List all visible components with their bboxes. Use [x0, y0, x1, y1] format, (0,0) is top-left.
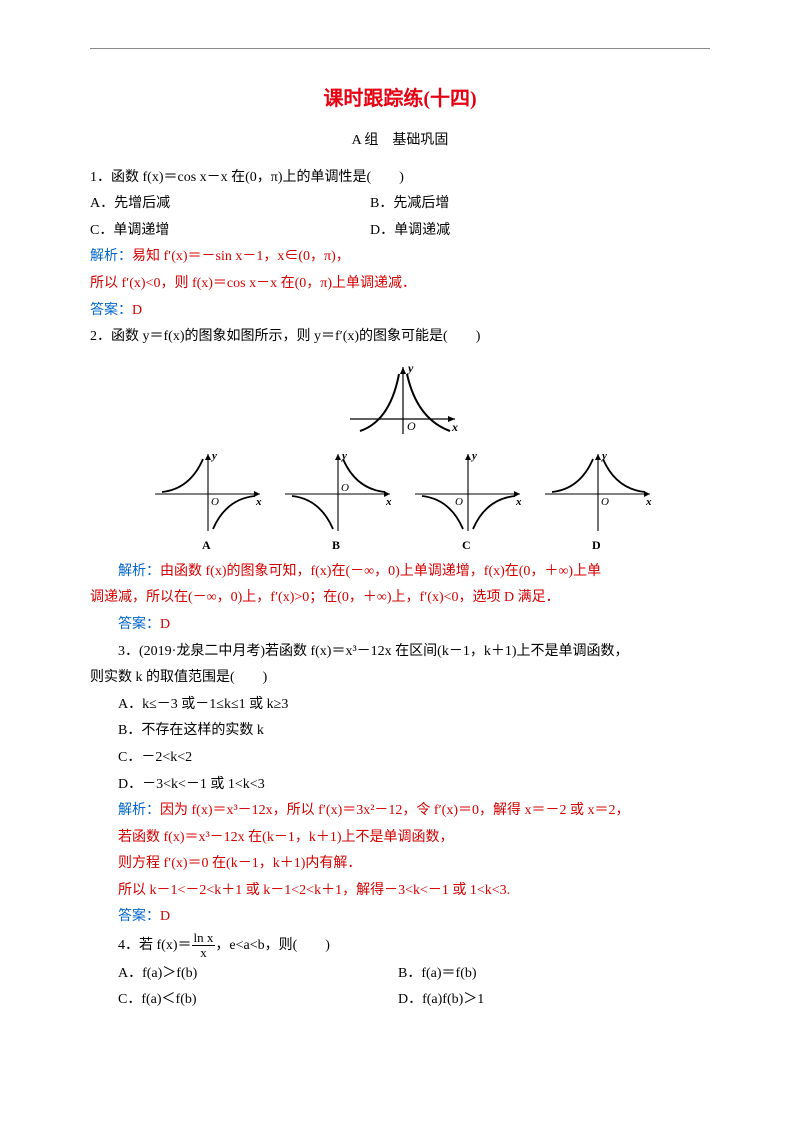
- q2-main-graph: O x y: [90, 359, 710, 441]
- q4-fraction: ln xx: [192, 931, 216, 961]
- q4-row-cd: C．f(a)＜f(b) D．f(a)f(b)＞1: [90, 987, 710, 1014]
- q2-choice-graphs: O x y A O x y B O x y: [90, 449, 710, 554]
- q4-stem-pre: 4．若 f(x)＝: [118, 938, 192, 953]
- svg-text:y: y: [210, 450, 217, 462]
- svg-text:O: O: [601, 496, 609, 508]
- q3-answer: 答案：D: [90, 904, 710, 931]
- q1-row-cd: C．单调递增 D．单调递减: [90, 218, 710, 245]
- frac-den: x: [192, 946, 216, 960]
- analysis-label: 解析：: [90, 249, 132, 264]
- graph-main: O x y: [335, 359, 465, 441]
- svg-text:y: y: [406, 361, 414, 375]
- q3-ana-text-1: 因为 f(x)＝x³－12x，所以 f′(x)＝3x²－12，令 f′(x)＝0…: [160, 803, 629, 818]
- q1-ana-text-1: 易知 f′(x)＝－sin x－1，x∈(0，π)，: [132, 249, 350, 264]
- svg-text:y: y: [470, 450, 477, 462]
- analysis-label: 解析：: [118, 803, 160, 818]
- q3-choice-d: D．－3<k<－1 或 1<k<3: [90, 772, 710, 799]
- svg-text:O: O: [341, 482, 349, 494]
- svg-text:A: A: [202, 538, 211, 552]
- q2-stem: 2．函数 y＝f(x)的图象如图所示，则 y＝f′(x)的图象可能是( ): [90, 324, 710, 351]
- q2-ana-text-2: 调递减，所以在(－∞，0)上，f′(x)>0；在(0，＋∞)上，f′(x)<0，…: [90, 585, 710, 612]
- svg-text:O: O: [455, 496, 463, 508]
- q4-row-ab: A．f(a)＞f(b) B．f(a)＝f(b): [90, 961, 710, 988]
- q1-stem: 1．函数 f(x)＝cos x－x 在(0，π)上的单调性是( ): [90, 165, 710, 192]
- answer-label: 答案：: [90, 303, 132, 318]
- q4-stem: 4．若 f(x)＝ln xx，e<a<b，则( ): [90, 931, 710, 961]
- q3-choice-c: C．－2<k<2: [90, 745, 710, 772]
- q3-stem-1: 3．(2019·龙泉二中月考)若函数 f(x)＝x³－12x 在区间(k－1，k…: [90, 639, 710, 666]
- section-subtitle: A 组 基础巩固: [90, 128, 710, 155]
- analysis-label: 解析：: [118, 564, 160, 579]
- q3-choice-b: B．不存在这样的实数 k: [90, 718, 710, 745]
- q2-answer-value: D: [160, 617, 170, 632]
- q1-analysis-1: 解析：易知 f′(x)＝－sin x－1，x∈(0，π)，: [90, 244, 710, 271]
- svg-text:x: x: [451, 420, 458, 434]
- q4-choice-d: D．f(a)f(b)＞1: [398, 987, 484, 1014]
- q2-analysis-1: 解析：由函数 f(x)的图象可知，f(x)在(－∞，0)上单调递增，f(x)在(…: [90, 559, 710, 586]
- q1-choice-b: B．先减后增: [370, 191, 449, 218]
- q4-choice-c: C．f(a)＜f(b): [118, 987, 398, 1014]
- q1-choice-d: D．单调递减: [370, 218, 450, 245]
- q1-answer: 答案：D: [90, 298, 710, 325]
- q3-choice-a: A．k≤－3 或－1≤k≤1 或 k≥3: [90, 692, 710, 719]
- q3-ana-text-4: 所以 k－1<－2<k＋1 或 k－1<2<k＋1，解得－3<k<－1 或 1<…: [90, 878, 710, 905]
- svg-text:D: D: [592, 538, 601, 552]
- svg-text:x: x: [385, 496, 392, 508]
- q3-stem-2: 则实数 k 的取值范围是( ): [90, 665, 710, 692]
- q3-ana-text-2: 若函数 f(x)＝x³－12x 在(k－1，k＋1)上不是单调函数，: [90, 825, 710, 852]
- svg-text:O: O: [407, 419, 416, 433]
- svg-text:B: B: [332, 538, 340, 552]
- q3-answer-value: D: [160, 909, 170, 924]
- q1-choice-c: C．单调递增: [90, 218, 370, 245]
- svg-text:x: x: [255, 496, 262, 508]
- q1-choice-a: A．先增后减: [90, 191, 370, 218]
- svg-text:O: O: [211, 496, 219, 508]
- answer-label: 答案：: [118, 909, 160, 924]
- page-title: 课时跟踪练(十四): [90, 80, 710, 118]
- q3-analysis-1: 解析：因为 f(x)＝x³－12x，所以 f′(x)＝3x²－12，令 f′(x…: [90, 798, 710, 825]
- answer-label: 答案：: [118, 617, 160, 632]
- q1-ana-text-2: 所以 f′(x)<0，则 f(x)＝cos x－x 在(0，π)上单调递减．: [90, 271, 710, 298]
- header-rule: [90, 48, 710, 49]
- q4-choice-b: B．f(a)＝f(b): [398, 961, 477, 988]
- q3-ana-text-3: 则方程 f′(x)＝0 在(k－1，k＋1)内有解．: [90, 851, 710, 878]
- q2-ana-text-1: 由函数 f(x)的图象可知，f(x)在(－∞，0)上单调递增，f(x)在(0，＋…: [160, 564, 601, 579]
- svg-text:x: x: [645, 496, 652, 508]
- frac-num: ln x: [192, 931, 216, 946]
- q1-row-ab: A．先增后减 B．先减后增: [90, 191, 710, 218]
- q2-answer: 答案：D: [90, 612, 710, 639]
- q1-answer-value: D: [132, 303, 142, 318]
- svg-text:C: C: [462, 538, 471, 552]
- q4-choice-a: A．f(a)＞f(b): [118, 961, 398, 988]
- svg-text:x: x: [515, 496, 522, 508]
- q4-stem-post: ，e<a<b，则( ): [215, 938, 330, 953]
- graphs-abcd: O x y A O x y B O x y: [140, 449, 660, 554]
